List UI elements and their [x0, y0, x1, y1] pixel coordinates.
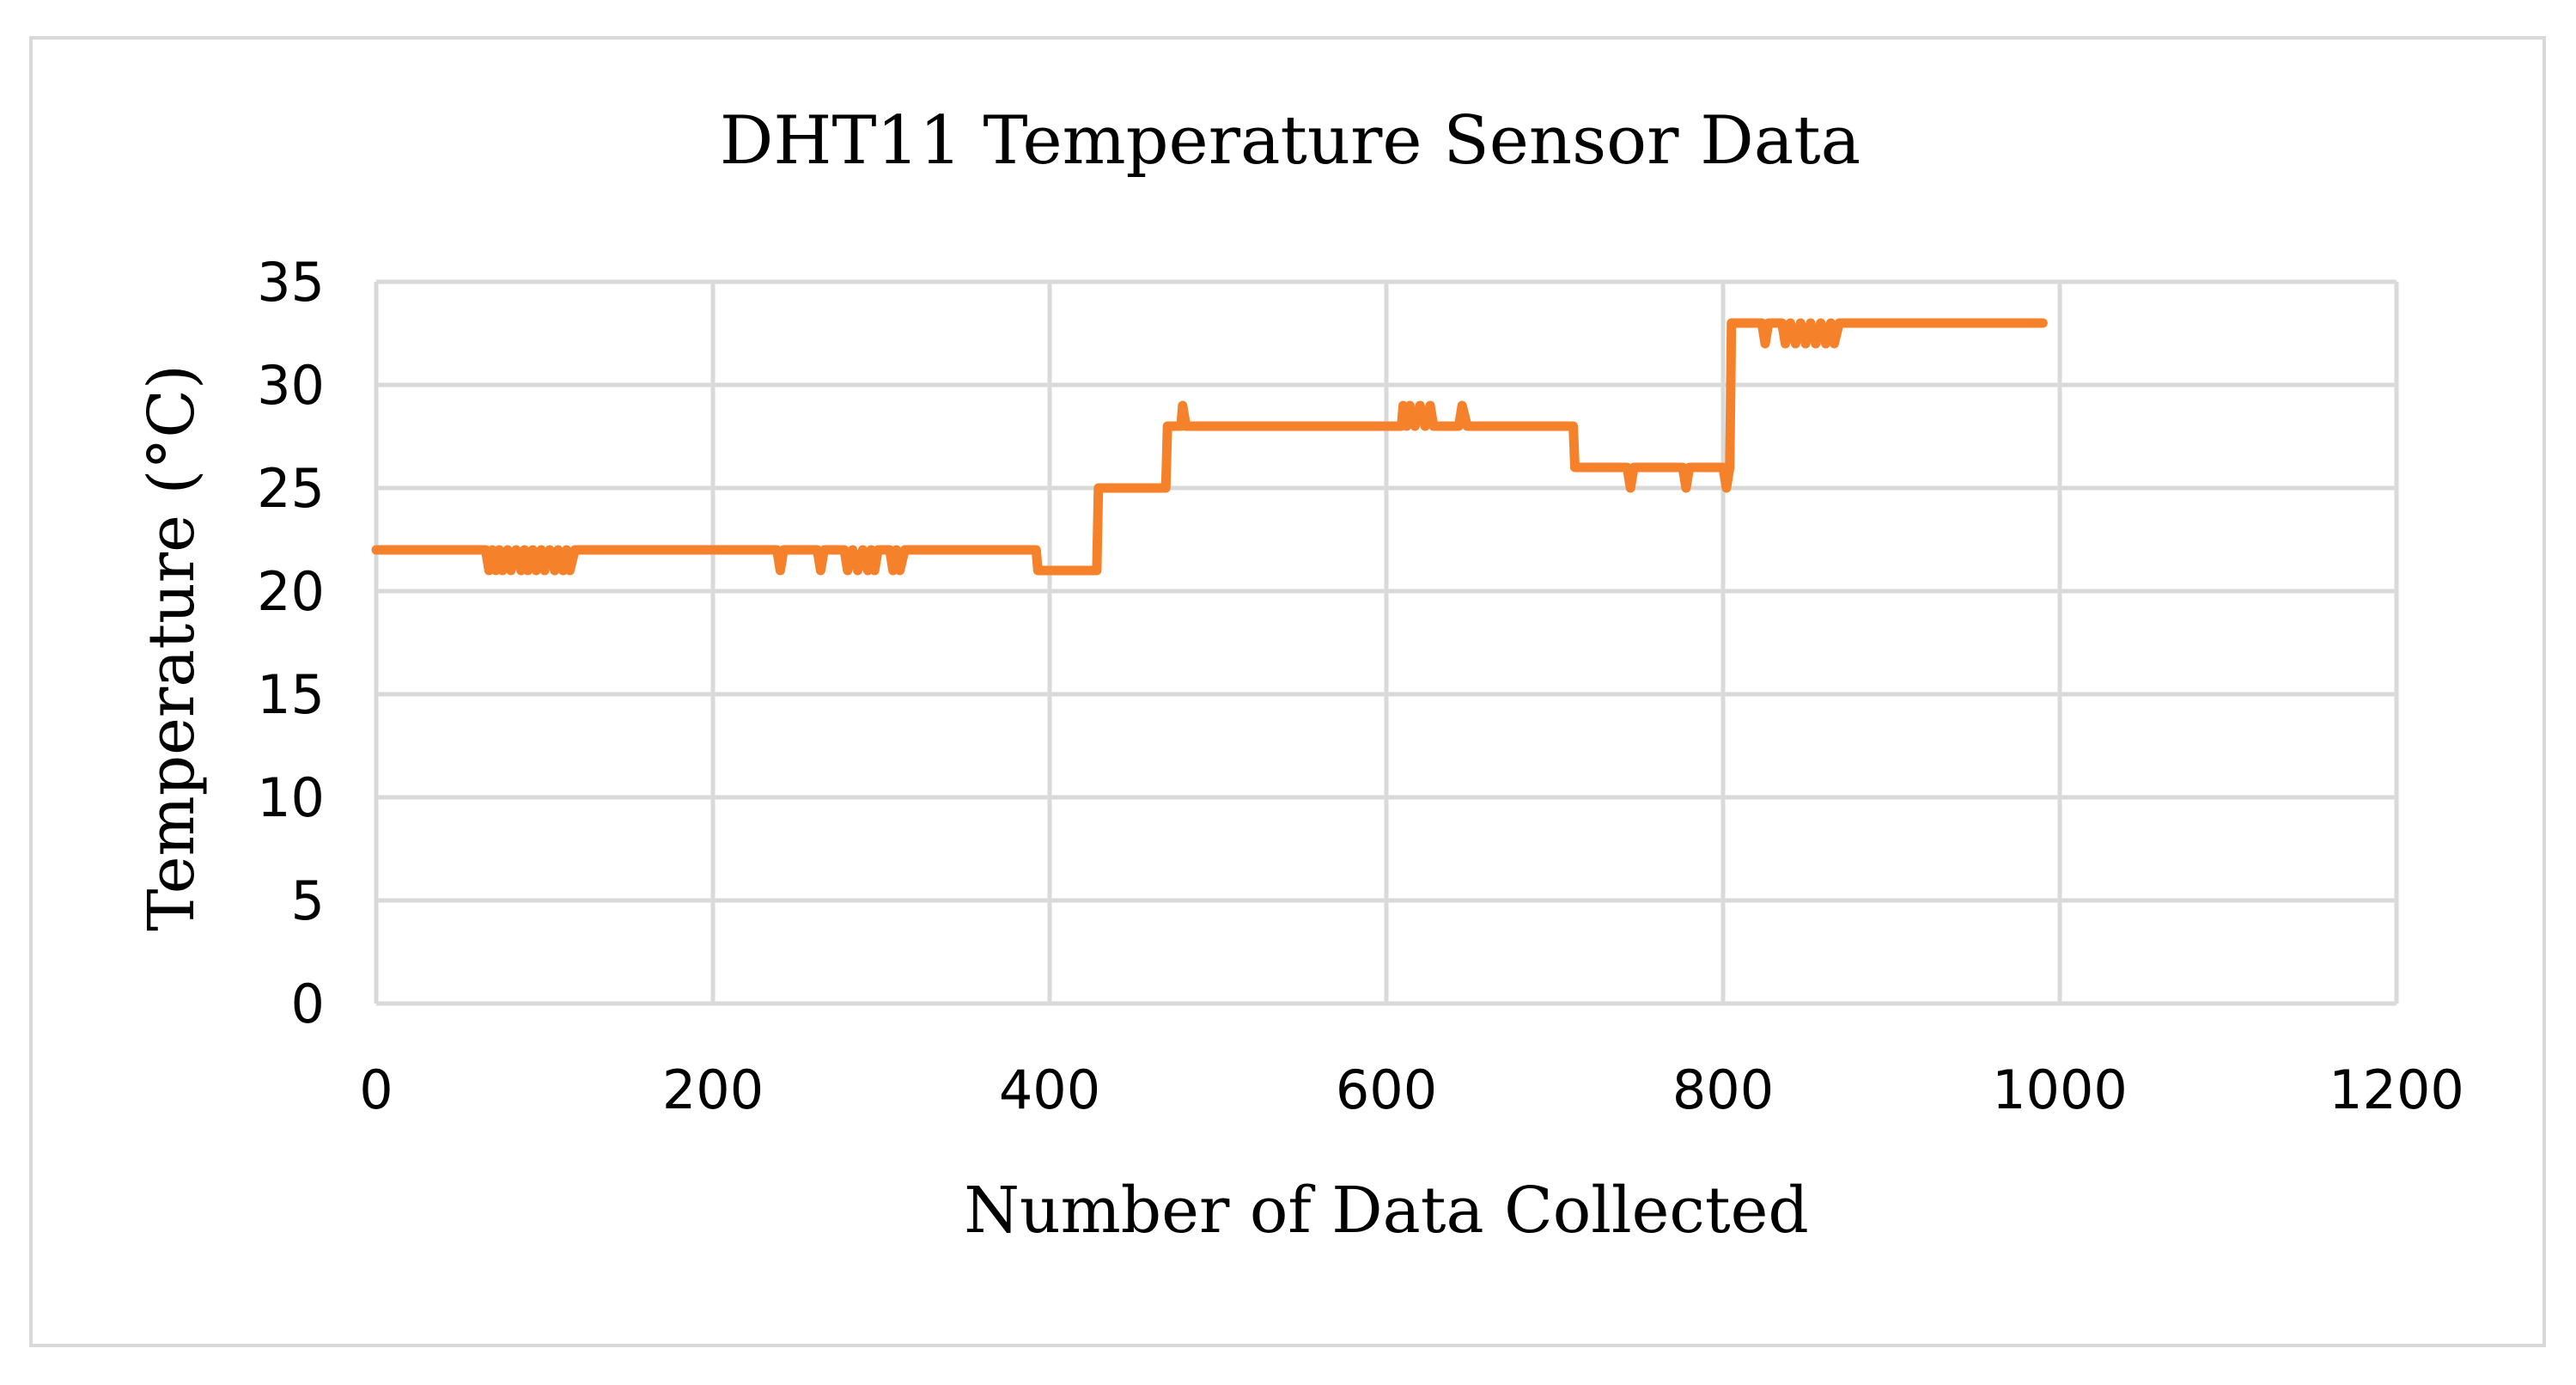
tick-labels: 0 5 10 15 20 25 30 35 0 200 400 600 800 1000 1200 [257, 251, 2464, 1121]
x-tick-label: 800 [1672, 1059, 1774, 1121]
y-tick-label: 10 [257, 766, 325, 829]
x-tick-label: 1000 [1992, 1059, 2128, 1121]
x-tick-label: 0 [359, 1059, 393, 1121]
chart-frame [29, 36, 2546, 1347]
y-tick-label: 30 [257, 354, 325, 417]
y-tick-label: 35 [257, 251, 325, 314]
x-axis-title: Number of Data Collected [964, 1174, 1809, 1248]
x-tick-label: 200 [662, 1059, 764, 1121]
x-tick-label: 600 [1336, 1059, 1437, 1121]
x-tick-label: 1200 [2329, 1059, 2464, 1121]
series-layer [371, 318, 2048, 576]
y-tick-label: 5 [291, 869, 325, 932]
temperature-series-line [371, 318, 2048, 576]
y-tick-label: 25 [257, 457, 325, 520]
axes [374, 282, 2396, 1006]
x-tick-label: 400 [999, 1059, 1100, 1121]
y-tick-label: 15 [257, 663, 325, 726]
y-tick-label: 20 [257, 560, 325, 623]
chart-title: DHT11 Temperature Sensor Data [720, 102, 1860, 180]
y-tick-label: 0 [291, 973, 325, 1035]
y-axis-title: Temperature (°C) [135, 364, 209, 931]
gridlines [376, 279, 2399, 1004]
